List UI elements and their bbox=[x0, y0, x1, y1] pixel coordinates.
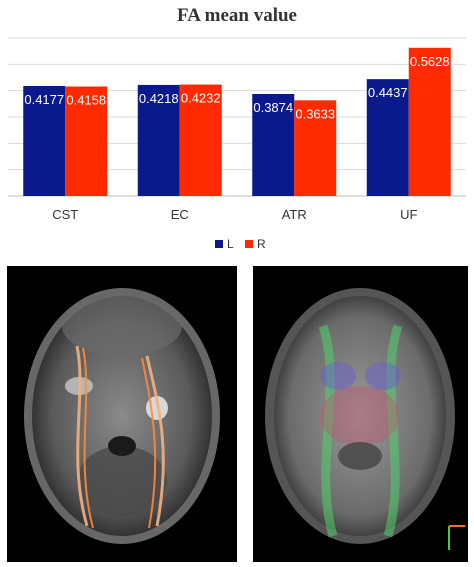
bar-R-EC bbox=[179, 84, 222, 196]
dti-color-map-image bbox=[253, 266, 468, 562]
value-label-R-EC: 0.4232 bbox=[181, 91, 221, 106]
bar-R-ATR bbox=[294, 100, 337, 196]
chart-title: FA mean value bbox=[177, 5, 297, 26]
value-label-L-CST: 0.4177 bbox=[24, 92, 64, 107]
tractography-mri-image bbox=[7, 266, 237, 562]
legend-label-L: L bbox=[227, 237, 234, 251]
bars bbox=[23, 47, 451, 196]
legend-swatch-R bbox=[245, 240, 253, 248]
bar-L-CST bbox=[23, 86, 66, 196]
bar-R-CST bbox=[65, 86, 108, 196]
value-label-R-CST: 0.4158 bbox=[66, 93, 106, 108]
left-tract bbox=[75, 345, 89, 527]
category-label-ATR: ATR bbox=[282, 207, 307, 222]
mri-brain-illustration bbox=[24, 288, 220, 544]
bar-R-UF bbox=[408, 47, 451, 196]
value-label-L-ATR: 0.3874 bbox=[253, 100, 293, 115]
legend-label-R: R bbox=[257, 237, 266, 251]
category-label-UF: UF bbox=[400, 207, 417, 222]
value-label-L-UF: 0.4437 bbox=[368, 85, 408, 100]
bar-L-UF bbox=[366, 79, 409, 196]
value-label-R-ATR: 0.3633 bbox=[295, 106, 335, 121]
category-label-EC: EC bbox=[171, 207, 189, 222]
value-labels: 0.4177 0.4158 0.4218 0.4232 0.3874 0.3633 0.44… bbox=[24, 54, 449, 122]
bar-L-EC bbox=[137, 84, 180, 196]
fa-bar-chart: FA mean value 0.4177 0.4158 0.4218 0.42320.… bbox=[8, 5, 466, 251]
value-label-R-UF: 0.5628 bbox=[410, 54, 450, 69]
value-label-L-EC: 0.4218 bbox=[139, 91, 179, 106]
legend-swatch-L bbox=[215, 240, 223, 248]
dti-brain-illustration bbox=[265, 288, 465, 550]
category-label-CST: CST bbox=[52, 207, 78, 222]
category-labels: CST EC ATR UF bbox=[52, 207, 417, 222]
bar-L-ATR bbox=[252, 93, 295, 196]
right-tract bbox=[145, 355, 165, 527]
